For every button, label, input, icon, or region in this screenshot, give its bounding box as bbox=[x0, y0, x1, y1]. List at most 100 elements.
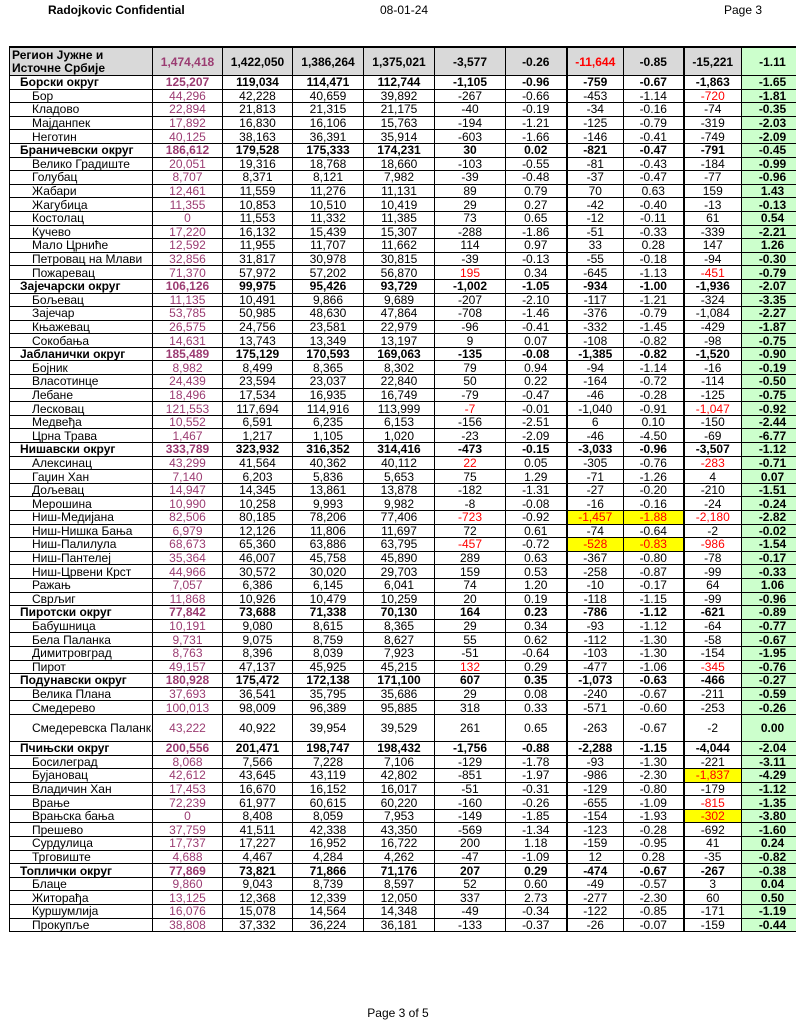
cell-col-4: 11,697 bbox=[363, 523, 435, 539]
cell-col-2: 15,078 bbox=[222, 904, 293, 919]
cell-col-1: 100,013 bbox=[152, 700, 223, 715]
cell-col-3: 36,224 bbox=[292, 917, 364, 933]
row-name: Јабланички округ bbox=[9, 346, 153, 362]
municipality-row: Петровац на Млави 32,856 31,817 30,978 30,81… bbox=[9, 251, 796, 267]
cell-col-10: -0.75 bbox=[741, 387, 796, 403]
cell-col-9: -171 bbox=[682, 904, 742, 919]
district-row: Пиротски округ 77,842 73,688 71,338 70,130 16… bbox=[9, 605, 796, 620]
cell-col-2: 8,499 bbox=[222, 360, 293, 376]
cell-col-6: -1.31 bbox=[505, 482, 567, 498]
cell-col-7: -123 bbox=[565, 822, 624, 838]
cell-col-6: -1.09 bbox=[505, 849, 567, 865]
cell-col-2: 61,977 bbox=[222, 795, 293, 810]
cell-col-10: -0.89 bbox=[741, 605, 796, 620]
cell-col-6: -0.72 bbox=[505, 537, 567, 552]
cell-col-5: -457 bbox=[434, 537, 506, 552]
cell-col-5: 164 bbox=[434, 605, 506, 620]
cell-col-6: 0.34 bbox=[505, 618, 567, 634]
cell-col-3: 78,206 bbox=[292, 510, 364, 525]
cell-col-10: -0.35 bbox=[741, 102, 796, 117]
cell-col-3: 198,747 bbox=[292, 740, 364, 756]
cell-col-9: -692 bbox=[682, 822, 742, 838]
cell-col-9: -179 bbox=[682, 781, 742, 797]
cell-col-2: 175,472 bbox=[222, 673, 293, 688]
cell-col-2: 119,034 bbox=[222, 75, 293, 90]
cell-col-4: 47,864 bbox=[363, 306, 435, 321]
cell-col-5: 72 bbox=[434, 523, 506, 539]
cell-col-7: -46 bbox=[565, 428, 624, 444]
row-name: Петровац на Млави bbox=[9, 251, 153, 267]
cell-col-7: -118 bbox=[565, 591, 624, 607]
cell-col-9: -99 bbox=[682, 591, 742, 607]
cell-col-3: 23,037 bbox=[292, 374, 364, 389]
cell-col-8: -1.14 bbox=[623, 88, 684, 104]
cell-col-4: 95,885 bbox=[363, 700, 435, 715]
municipality-row: Лесковац 121,553 117,694 114,916 113,999 -7 -0… bbox=[9, 401, 796, 416]
cell-col-1: 40,125 bbox=[152, 129, 223, 144]
cell-col-5: 74 bbox=[434, 577, 506, 593]
cell-col-10: 1.26 bbox=[741, 238, 796, 253]
row-name: Власотинце bbox=[9, 374, 153, 389]
municipality-row: Мерошина 10,990 10,258 9,993 9,982 -8 -0.08 -16… bbox=[9, 496, 796, 511]
cell-col-4: 40,112 bbox=[363, 455, 435, 471]
cell-col-3: 8,365 bbox=[292, 360, 364, 376]
cell-col-7: -34 bbox=[565, 102, 624, 117]
cell-col-10: 0.00 bbox=[741, 713, 796, 742]
cell-col-2: 41,511 bbox=[222, 822, 293, 838]
cell-col-4: 7,106 bbox=[363, 754, 435, 770]
cell-col-4: 42,802 bbox=[363, 768, 435, 783]
cell-col-3: 8,059 bbox=[292, 808, 364, 824]
cell-col-9: -791 bbox=[682, 142, 742, 158]
cell-col-8: 0.63 bbox=[623, 183, 684, 199]
cell-col-9: 147 bbox=[682, 238, 742, 253]
page-footer: Page 3 of 5 bbox=[367, 1006, 429, 1020]
cell-col-9: -3,507 bbox=[682, 442, 742, 457]
cell-col-8: -0.87 bbox=[623, 564, 684, 579]
cell-col-2: 13,743 bbox=[222, 333, 293, 348]
cell-col-1: 16,076 bbox=[152, 904, 223, 919]
cell-col-7: -103 bbox=[565, 645, 624, 661]
row-name: Велика Плана bbox=[9, 686, 153, 702]
cell-col-5: 200 bbox=[434, 836, 506, 851]
cell-col-3: 16,152 bbox=[292, 781, 364, 797]
municipality-row: Гаџин Хан 7,140 6,203 5,836 5,653 75 1.29 -71 -1… bbox=[9, 469, 796, 484]
cell-col-2: 24,756 bbox=[222, 319, 293, 335]
cell-col-8: -1.30 bbox=[623, 645, 684, 661]
cell-col-2: 31,817 bbox=[222, 251, 293, 267]
municipality-row: Врање 72,239 61,977 60,615 60,220 -160 -0.26 -6… bbox=[9, 795, 796, 810]
row-name: Врање bbox=[9, 795, 153, 810]
row-name: Прешево bbox=[9, 822, 153, 838]
cell-col-9: 60 bbox=[682, 890, 742, 906]
cell-col-8: -1.30 bbox=[623, 754, 684, 770]
cell-col-3: 11,707 bbox=[292, 238, 364, 253]
cell-col-1: 11,355 bbox=[152, 197, 223, 212]
cell-col-4: 70,130 bbox=[363, 605, 435, 620]
cell-col-2: 9,080 bbox=[222, 618, 293, 634]
cell-col-1: 106,126 bbox=[152, 278, 223, 294]
district-row: Нишавски округ 333,789 323,932 316,352 314,4… bbox=[9, 442, 796, 457]
cell-col-2: 98,009 bbox=[222, 700, 293, 715]
row-name: Лесковац bbox=[9, 401, 153, 416]
cell-col-3: 4,284 bbox=[292, 849, 364, 865]
cell-col-6: 0.05 bbox=[505, 455, 567, 471]
row-name: Куршумлија bbox=[9, 904, 153, 919]
cell-col-7: -125 bbox=[565, 115, 624, 131]
cell-col-4: 113,999 bbox=[363, 401, 435, 416]
cell-col-5: 261 bbox=[434, 713, 506, 742]
cell-col-9: -99 bbox=[682, 564, 742, 579]
cell-col-6: -0.88 bbox=[505, 740, 567, 756]
cell-col-8: -1.15 bbox=[623, 740, 684, 756]
cell-col-8: -0.47 bbox=[623, 170, 684, 185]
cell-col-8: 0.10 bbox=[623, 414, 684, 430]
cell-col-8: -0.80 bbox=[623, 781, 684, 797]
cell-col-1: 9,731 bbox=[152, 632, 223, 647]
cell-col-9: -429 bbox=[682, 319, 742, 335]
cell-col-8: -0.20 bbox=[623, 482, 684, 498]
row-name: Сокобања bbox=[9, 333, 153, 348]
cell-col-5: -40 bbox=[434, 102, 506, 117]
row-name: Топлички округ bbox=[9, 863, 153, 878]
cell-col-9: -221 bbox=[682, 754, 742, 770]
cell-col-10: -1.54 bbox=[741, 537, 796, 552]
cell-col-2: 6,591 bbox=[222, 414, 293, 430]
row-name: Бујановац bbox=[9, 768, 153, 783]
